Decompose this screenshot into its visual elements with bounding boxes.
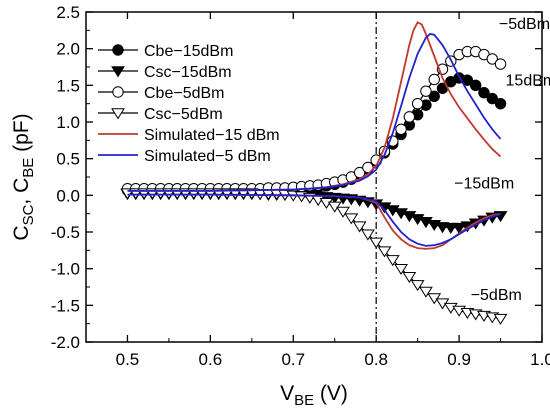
data-point [469,79,482,92]
legend-label: Cbe−15dBm [144,43,233,60]
data-point [402,272,417,284]
legend-item: Csc−5dBm [98,106,223,123]
series-3 [120,188,508,325]
legend-item: Cbe−15dBm [98,43,233,60]
legend-item: Simulated−5 dBm [98,148,271,165]
x-tick-label: 0.8 [364,350,388,369]
legend-item: Csc−15dBm [98,64,232,81]
y-tick-label: 2.5 [56,3,80,22]
y-tick-label: -1.0 [51,260,80,279]
data-point [385,255,400,267]
data-point [494,97,507,110]
y-axis-label-sep: , [10,193,33,205]
data-point [352,221,367,233]
data-point [486,53,498,65]
y-axis-label-s1: SC [20,204,37,225]
annotation-label: −5dBm [499,16,550,33]
y-tick-label: 0.0 [56,186,80,205]
data-point [403,111,416,123]
y-tick-label: 0.5 [56,150,80,169]
data-point [428,73,440,86]
y-axis-label-unit: (pF) [10,113,33,157]
data-point [362,161,374,174]
x-tick-label: 0.5 [116,350,140,369]
annotation-label: −15dBm [454,176,514,193]
data-point [369,237,384,249]
series-line-6 [127,33,502,192]
x-axis-label: VBE (V) [280,382,348,409]
data-point [394,263,408,276]
data-point [336,206,350,218]
x-tick-label: 0.9 [447,350,471,369]
data-point [428,90,440,103]
data-point [493,313,508,325]
legend-label: Cbe−5dBm [144,85,225,102]
data-point [395,123,407,136]
y-axis-label-c1: C [10,225,33,240]
legend-label: Simulated−5 dBm [144,148,271,165]
data-point [236,188,251,200]
y-axis-label: CSC, CBE (pF) [10,113,37,240]
series-5 [127,193,501,250]
data-point [353,166,366,179]
data-point [411,97,424,110]
legend-marker [112,44,124,56]
legend-marker [111,108,125,120]
data-point [494,58,507,70]
data-point [452,222,466,234]
y-axis-label-s2: BE [20,158,37,178]
x-tick-label: 1.0 [530,350,550,369]
data-point [486,92,498,105]
series-6 [127,33,502,192]
data-point [443,222,458,234]
legend-marker [111,66,125,78]
data-point [410,280,425,292]
data-point [419,286,433,298]
y-axis-label-c2: C [10,178,33,193]
legend-label: Csc−15dBm [144,64,232,81]
legend-label: Simulated−15 dBm [144,127,280,144]
y-tick-label: 1.5 [56,76,80,95]
y-tick-label: -0.5 [51,223,80,242]
data-point [478,86,490,99]
legend-marker [112,86,124,98]
data-point [344,213,359,225]
x-tick-label: 0.7 [281,350,305,369]
series-7 [127,193,501,247]
y-tick-label: -2.0 [51,333,80,352]
annotation-label: −5dBm [471,287,522,304]
x-tick-label: 0.6 [199,350,223,369]
data-point [420,85,432,97]
data-point [360,229,375,241]
y-tick-label: -1.5 [51,296,80,315]
legend-item: Cbe−5dBm [98,85,225,102]
y-tick-label: 2.0 [56,40,80,59]
series-line-7 [127,193,501,247]
y-tick-label: 1.0 [56,113,80,132]
series-line-5 [127,193,501,250]
legend-item: Simulated−15 dBm [98,127,280,144]
annotation-label: 15dBm [506,72,550,89]
x-axis-label-unit: (V) [314,382,348,405]
legend-label: Csc−5dBm [144,106,223,123]
x-axis-label-sub: BE [294,392,314,409]
x-axis-label-main: V [280,382,294,405]
data-point [377,246,392,258]
